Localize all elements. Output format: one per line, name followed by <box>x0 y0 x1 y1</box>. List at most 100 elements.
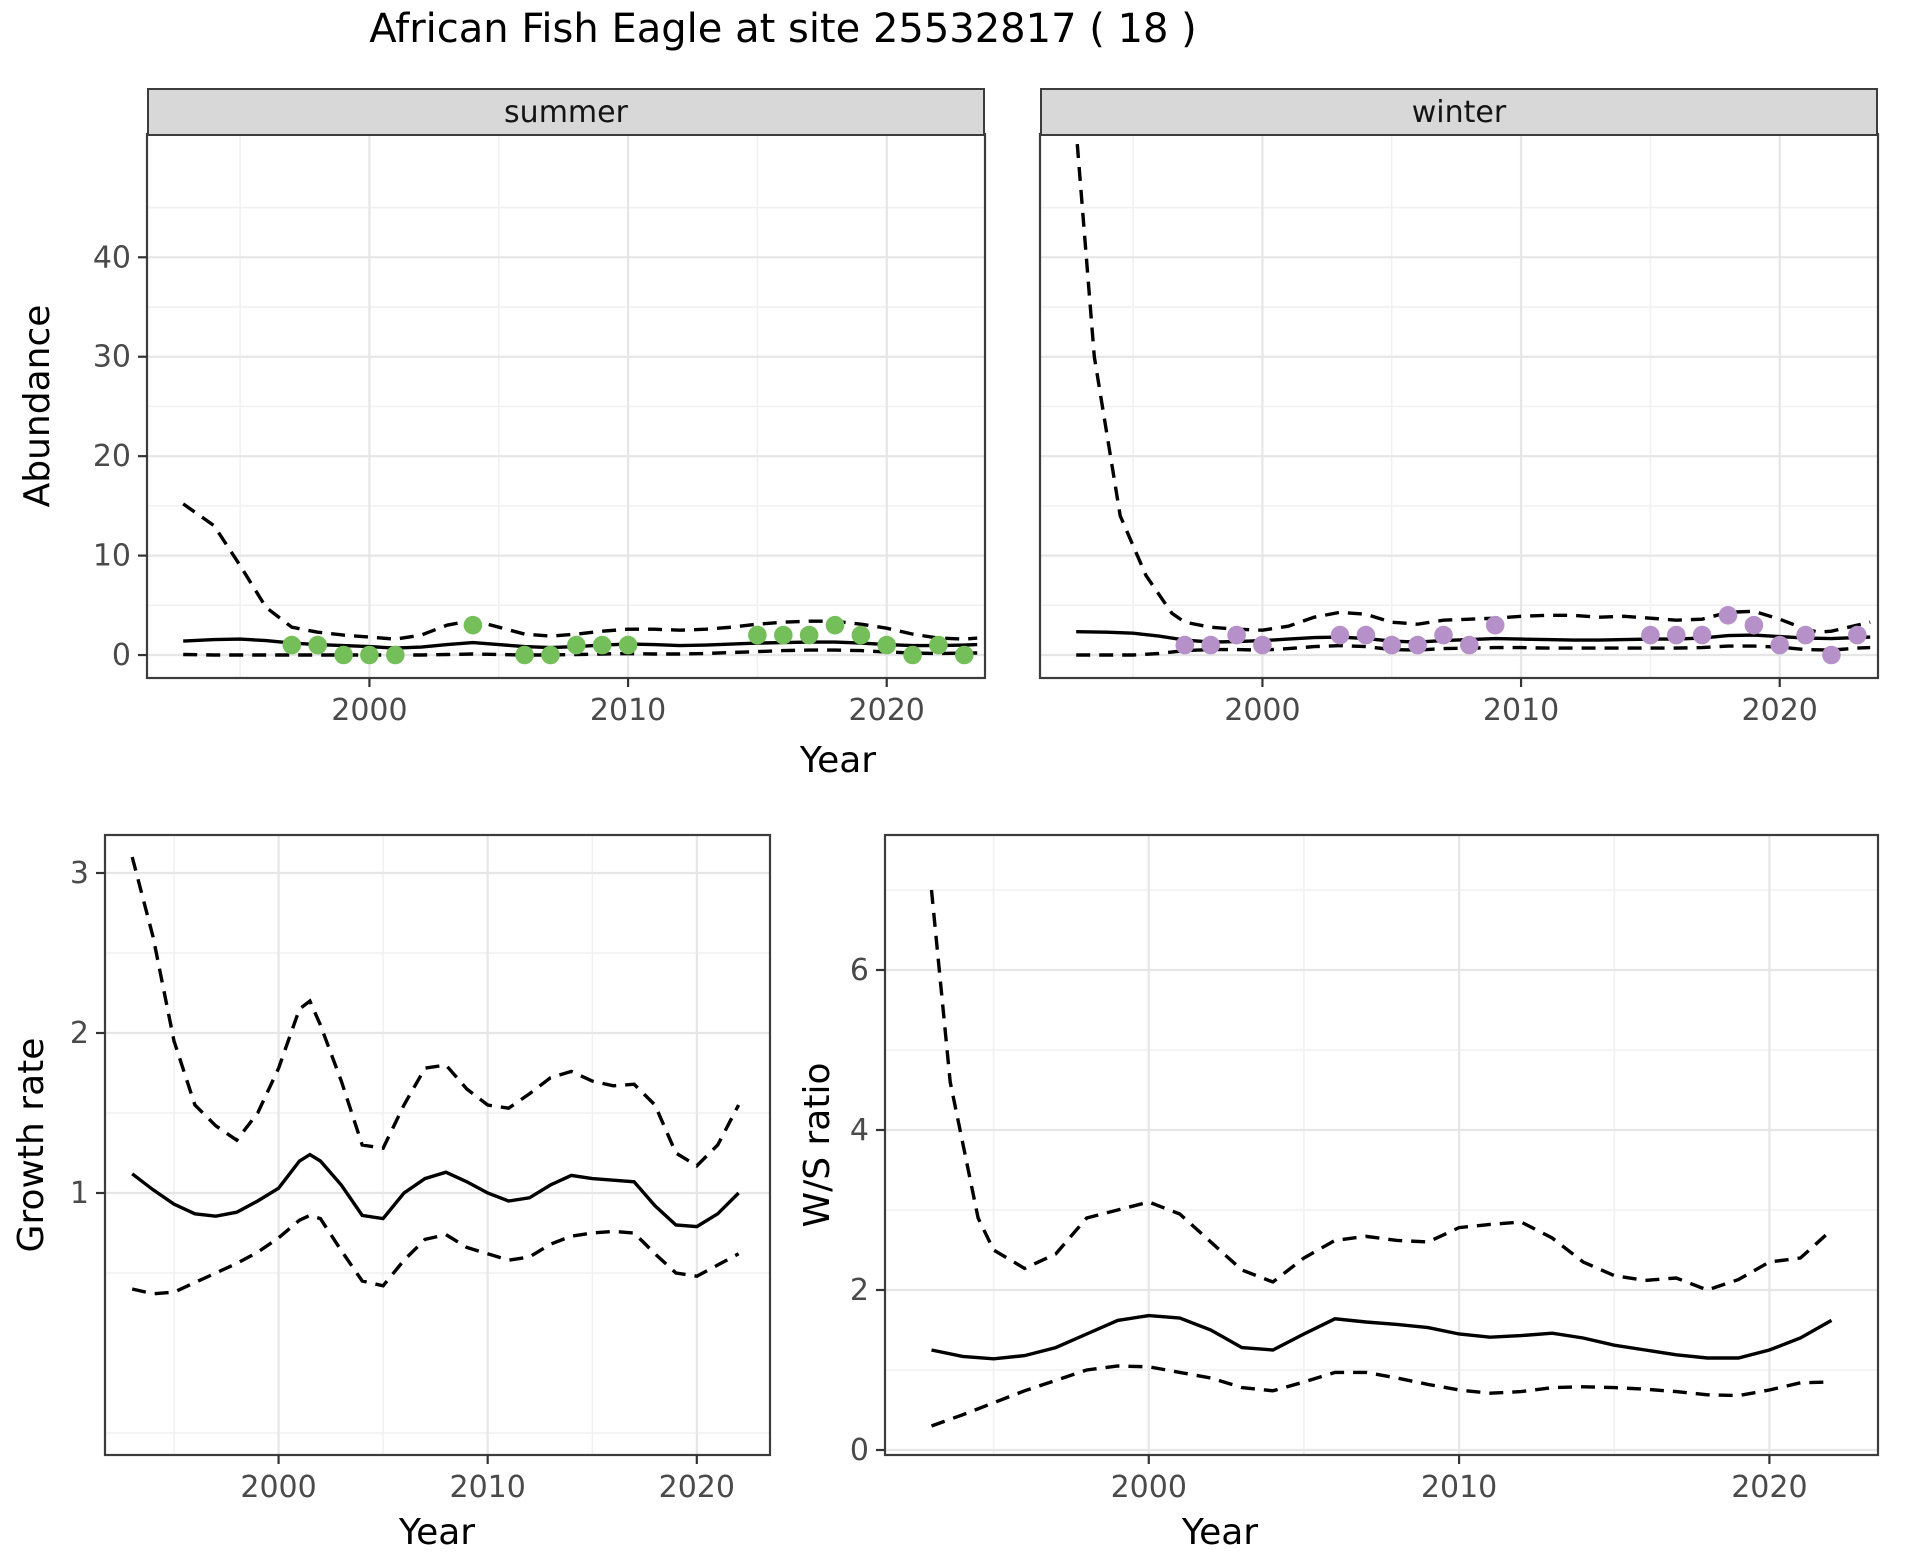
data-point <box>282 635 302 655</box>
data-point <box>851 625 871 645</box>
panel-3: 2000 2010 2020 0 2 4 6 <box>850 833 1880 1505</box>
data-point <box>1692 625 1712 645</box>
data-point <box>1641 625 1660 645</box>
data-point <box>929 635 948 655</box>
y-axis: 0 10 20 30 40 <box>93 240 147 673</box>
data-point <box>1822 645 1841 665</box>
panel-border <box>103 833 772 1457</box>
data-point <box>1460 635 1479 655</box>
data-point <box>1744 615 1764 635</box>
data-point <box>567 635 586 655</box>
panel-2: 2000 2010 2020 1 2 3 <box>70 833 772 1505</box>
data-point <box>1382 635 1402 655</box>
median-line <box>931 1313 1833 1361</box>
chart-title: African Fish Eagle at site 25532817 ( 18… <box>369 6 1197 52</box>
data-point <box>1434 625 1453 645</box>
data-point <box>1667 625 1686 645</box>
data-point <box>1201 635 1220 655</box>
grid-major <box>105 835 770 1455</box>
y-axis-title-growth-rate: Growth rate <box>11 1037 52 1253</box>
y-tick-label: 6 <box>850 953 869 988</box>
x-axis: 2000 2010 2020 <box>1224 678 1818 728</box>
upper-ci-line <box>130 856 741 1168</box>
x-tick-label: 2010 <box>1483 693 1559 728</box>
panel-background <box>885 835 1878 1455</box>
x-tick-label: 2010 <box>450 1470 526 1505</box>
x-tick-label: 2020 <box>849 693 925 728</box>
facet-strip-winter: winter <box>1040 88 1878 136</box>
data-point <box>463 615 483 635</box>
y-tick-label: 1 <box>70 1176 89 1211</box>
y-tick-label: 2 <box>850 1273 869 1308</box>
data-point <box>541 645 560 665</box>
x-axis: 2000 2010 2020 <box>240 1455 735 1505</box>
data-point <box>1356 625 1376 645</box>
data-point <box>1175 635 1195 655</box>
x-tick-label: 2000 <box>1224 693 1300 728</box>
y-tick-label: 0 <box>112 638 131 673</box>
x-tick-label: 2000 <box>331 693 407 728</box>
data-point <box>386 645 405 665</box>
y-axis: 1 2 3 <box>70 856 105 1211</box>
panel-background <box>105 835 770 1455</box>
y-axis-title-abundance: Abundance <box>17 304 58 508</box>
x-tick-label: 2020 <box>659 1470 735 1505</box>
upper-ci-line <box>929 889 1833 1292</box>
data-point <box>903 645 922 665</box>
data-point <box>1330 625 1350 645</box>
grid-minor <box>1040 134 1878 678</box>
grid-major <box>147 134 985 678</box>
data-point <box>1770 635 1789 655</box>
grid-minor <box>147 134 985 678</box>
x-axis: 2000 2010 2020 <box>331 678 925 728</box>
data-point <box>1796 625 1815 645</box>
grid-major <box>1040 134 1878 678</box>
points-group <box>1175 606 1867 665</box>
data-point <box>1253 635 1272 655</box>
y-tick-label: 0 <box>850 1433 869 1468</box>
data-point <box>774 625 793 645</box>
x-tick-label: 2010 <box>1421 1470 1497 1505</box>
data-point <box>799 625 819 645</box>
series-group <box>130 856 741 1296</box>
data-point <box>1848 625 1867 645</box>
y-tick-label: 2 <box>70 1016 89 1051</box>
points-group <box>282 615 974 665</box>
data-point <box>877 635 896 655</box>
panel-border <box>883 833 1880 1457</box>
series-group <box>929 889 1833 1428</box>
upper-ci-line <box>182 502 978 641</box>
grid-major <box>885 835 1878 1455</box>
data-point <box>1227 625 1246 645</box>
data-point <box>515 645 534 665</box>
y-axis: 0 2 4 6 <box>850 953 885 1468</box>
data-point <box>592 635 612 655</box>
lower-ci-line <box>131 1213 740 1296</box>
panel-0: 2000 2010 2020 0 10 20 30 40 <box>93 132 987 728</box>
facet-strip-summer: summer <box>147 88 985 136</box>
upper-ci-line <box>1074 134 1871 634</box>
data-point <box>825 615 845 635</box>
x-axis-title-bottom-right: Year <box>1181 1512 1259 1553</box>
data-point <box>1718 606 1738 625</box>
data-point <box>1408 635 1427 655</box>
x-axis: 2000 2010 2020 <box>1111 1455 1808 1505</box>
y-tick-label: 10 <box>93 539 131 574</box>
y-tick-label: 4 <box>850 1113 869 1148</box>
facet-strip-winter-label: winter <box>1411 94 1507 130</box>
data-point <box>618 635 638 655</box>
data-point <box>360 645 379 665</box>
x-tick-label: 2020 <box>1742 693 1818 728</box>
grid-minor <box>885 835 1878 1455</box>
y-tick-label: 3 <box>70 856 89 891</box>
median-line <box>131 1152 740 1229</box>
data-point <box>334 645 353 665</box>
y-tick-label: 40 <box>93 240 131 275</box>
y-tick-label: 20 <box>93 439 131 474</box>
x-axis-title-bottom-left: Year <box>398 1512 476 1553</box>
x-axis-title-top: Year <box>799 740 877 781</box>
y-tick-label: 30 <box>93 340 131 375</box>
x-tick-label: 2020 <box>1731 1470 1807 1505</box>
